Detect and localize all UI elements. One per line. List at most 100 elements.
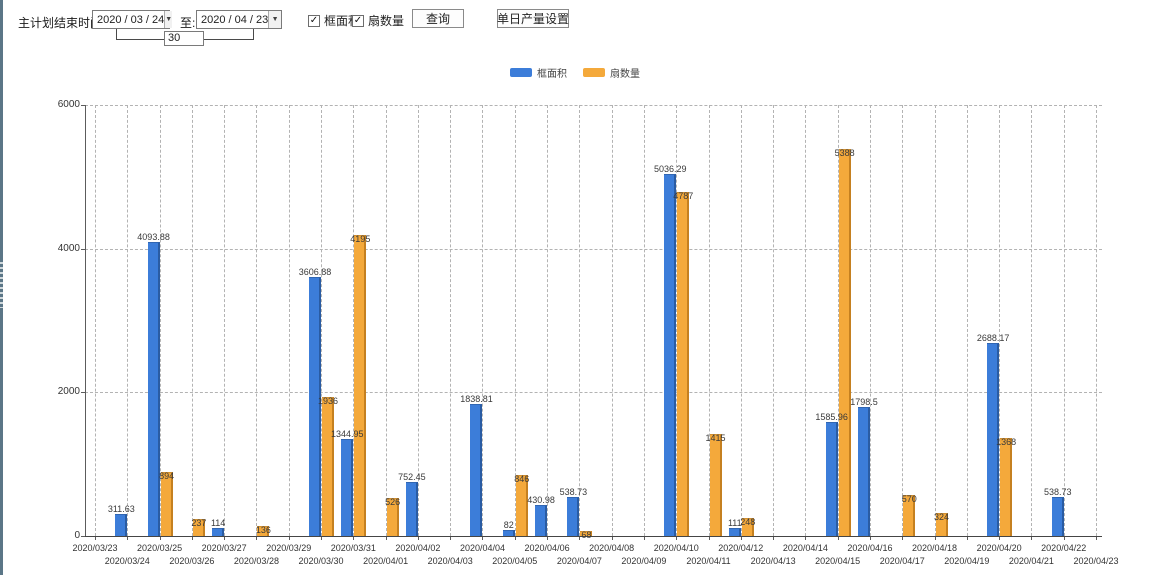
bar-kuangmianji [341, 439, 354, 536]
x-axis-tick [611, 536, 613, 540]
y-axis-tick [81, 105, 85, 106]
bar-value-label: 2688.17 [976, 332, 1010, 343]
bar-value-label: 248 [740, 517, 756, 528]
x-axis-tick [869, 536, 871, 540]
x-axis-label: 2020/04/10 [653, 543, 699, 553]
x-axis-tick [966, 536, 968, 540]
fan-checkbox-label: 扇数量 [368, 14, 405, 28]
x-axis-label: 2020/04/07 [556, 556, 602, 566]
y-axis-line [85, 105, 86, 536]
bar-kuangmianji [212, 527, 225, 536]
bar-shanshuliang [257, 526, 270, 536]
bar-kuangmianji [664, 174, 677, 536]
area-checkbox[interactable]: ✓ 框面积 [308, 12, 360, 29]
legend-item-fan: 扇数量 [583, 65, 640, 80]
gridline-vertical [1031, 105, 1033, 536]
x-axis-tick [934, 536, 936, 540]
x-axis-label: 2020/04/16 [847, 543, 893, 553]
date-to-dropdown-button[interactable]: ▼ [268, 11, 281, 28]
bar-kuangmianji [309, 276, 322, 536]
gridline-vertical [902, 105, 904, 536]
bar-kuangmianji [502, 530, 515, 536]
y-axis-tick [81, 392, 85, 394]
date-from-value[interactable]: 2020 / 03 / 24 [97, 13, 165, 26]
x-axis-tick [1096, 536, 1097, 540]
x-axis-tick [353, 536, 355, 540]
x-axis-tick [999, 536, 1001, 540]
bar-kuangmianji [470, 403, 483, 536]
checkbox-check-icon[interactable]: ✓ [308, 14, 320, 27]
bar-shanshuliang [160, 471, 173, 536]
gridline-vertical [805, 105, 807, 536]
checkbox-check-icon[interactable]: ✓ [352, 14, 364, 27]
legend: 框面积 扇数量 [0, 65, 1150, 80]
bar-kuangmianji [147, 241, 160, 536]
date-to-value[interactable]: 2020 / 04 / 23 [201, 13, 269, 26]
x-axis-tick [321, 536, 323, 540]
connector-line [116, 29, 117, 40]
x-axis-label: 2020/03/27 [201, 543, 247, 553]
x-axis-tick [514, 536, 516, 540]
x-axis-tick [579, 536, 581, 540]
bar-value-label: 526 [385, 497, 401, 508]
x-axis-label: 2020/04/17 [879, 556, 925, 566]
gridline-vertical [1096, 105, 1097, 536]
legend-swatch-blue [510, 68, 532, 77]
bar-value-label: 894 [159, 470, 175, 481]
bar-shanshuliang [386, 498, 399, 536]
date-from-dropdown-button[interactable]: ▼ [164, 11, 173, 28]
connector-line [253, 29, 254, 40]
gridline-vertical [95, 105, 96, 536]
bar-value-label: 430.98 [527, 495, 555, 506]
gridline-vertical [547, 105, 549, 536]
gridline-vertical [417, 105, 419, 536]
x-axis-label: 2020/04/22 [1041, 543, 1087, 553]
y-axis-label: 6000 [57, 99, 80, 110]
x-axis-tick [1063, 536, 1065, 540]
legend-label-area: 框面积 [537, 69, 567, 80]
x-axis-label: 2020/04/05 [492, 556, 538, 566]
x-axis-tick [547, 536, 549, 540]
bar-value-label: 324 [934, 511, 950, 522]
x-axis-tick [740, 536, 742, 540]
gridline-horizontal [85, 248, 1102, 250]
bar-value-label: 1936 [318, 395, 339, 406]
fan-checkbox[interactable]: ✓ 扇数量 [352, 12, 404, 29]
bar-value-label: 4093.88 [137, 231, 170, 242]
date-from-combo[interactable]: 2020 / 03 / 24 ▼ [92, 10, 173, 29]
bar-kuangmianji [535, 505, 548, 536]
bar-kuangmianji [567, 497, 580, 536]
gridline-vertical [611, 105, 613, 536]
chevron-down-icon: ▼ [271, 16, 279, 23]
x-axis-label: 2020/04/04 [459, 543, 505, 553]
gridline-vertical [999, 105, 1001, 536]
gridline-vertical [127, 105, 129, 536]
bar-value-label: 4195 [350, 233, 371, 244]
gridline-vertical [191, 105, 193, 536]
daily-output-settings-button[interactable]: 单日产量设置 [497, 9, 569, 28]
x-axis-label: 2020/04/12 [718, 543, 764, 553]
gridline-vertical [256, 105, 258, 536]
x-axis-tick [191, 536, 193, 540]
y-axis-tick [81, 248, 85, 250]
bar-kuangmianji [115, 513, 128, 536]
x-axis-label: 2020/03/26 [169, 556, 215, 566]
gridline-vertical [450, 105, 452, 536]
splitter-grip[interactable] [0, 262, 3, 308]
gridline-horizontal [85, 105, 1102, 106]
days-interval-input[interactable]: 30 [164, 31, 204, 46]
bar-shanshuliang [322, 396, 335, 536]
query-button[interactable]: 查询 [412, 9, 464, 28]
x-axis-tick [127, 536, 129, 540]
date-to-combo[interactable]: 2020 / 04 / 23 ▼ [196, 10, 282, 29]
bar-value-label: 4787 [673, 191, 694, 202]
x-axis-label: 2020/04/14 [782, 543, 828, 553]
bar-shanshuliang [1000, 437, 1013, 536]
gridline-vertical [288, 105, 290, 536]
end-time-label: 主计划结束时间: [18, 16, 106, 30]
x-axis-label: 2020/04/15 [815, 556, 861, 566]
gridline-vertical [676, 105, 678, 536]
bar-value-label: 1344.95 [331, 429, 364, 440]
x-axis-tick [902, 536, 904, 540]
to-label: 至: [180, 16, 196, 30]
